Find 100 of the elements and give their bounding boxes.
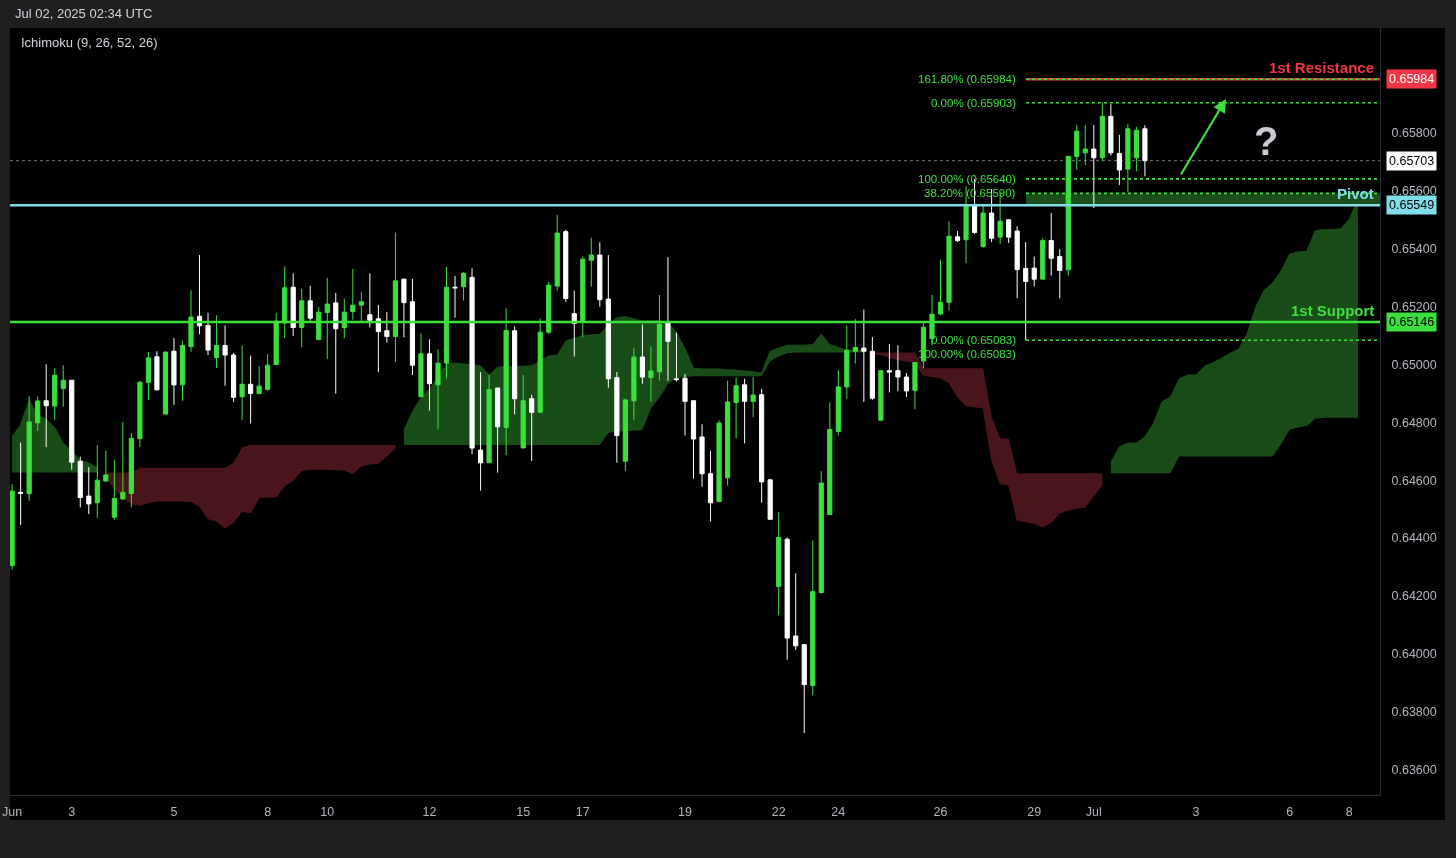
candlestick: [401, 278, 407, 338]
candlestick: [903, 372, 910, 398]
candlestick: [1074, 124, 1080, 171]
y-tick-label: 0.65200: [1391, 299, 1437, 314]
text: Jul 02, 2025 02:34 UTC: [15, 6, 153, 21]
candlestick: [171, 337, 177, 406]
candlestick: [179, 340, 186, 402]
candlestick: [1023, 241, 1029, 341]
candlestick: [1082, 124, 1088, 166]
candlestick: [912, 362, 918, 410]
candlestick: [827, 402, 833, 516]
candlestick: [18, 441, 24, 526]
y-tick-label: 0.65400: [1391, 241, 1437, 256]
annotation: Ichimoku (9, 26, 52, 26): [21, 35, 158, 50]
ref-line-label: 100.00% (0.65640): [918, 173, 1016, 185]
y-tick-label: 0.63600: [1391, 763, 1437, 778]
ref-line-label: 161.80% (0.65984): [918, 73, 1016, 85]
x-tick-label: 29: [1027, 805, 1042, 819]
ref-line-label: 0.00% (0.65903): [931, 97, 1017, 109]
candlestick: [290, 272, 296, 337]
candlestick: [963, 185, 969, 264]
candlestick: [1133, 126, 1139, 172]
candlestick: [1057, 248, 1063, 299]
candlestick: [52, 367, 58, 421]
candlestick: [196, 254, 203, 335]
ref-line-label: Pivot: [1337, 185, 1374, 202]
x-tick-label: 6: [1286, 805, 1294, 819]
candlestick: [554, 214, 560, 292]
candlestick: [1091, 124, 1097, 209]
y-tick-label: 0.64200: [1391, 589, 1437, 604]
candlestick: [307, 285, 313, 322]
candlestick: [265, 353, 271, 392]
candlestick: [69, 379, 75, 471]
candlestick: [1031, 256, 1037, 287]
x-tick-label: 22: [771, 805, 786, 819]
candlestick: [946, 220, 952, 311]
candlestick: [776, 511, 782, 616]
candlestick: [77, 456, 83, 508]
candlestick: [793, 572, 799, 651]
candlestick: [137, 380, 143, 448]
candlestick: [256, 365, 262, 395]
y-tick-label: 0.64000: [1391, 647, 1437, 662]
candlestick: [60, 364, 66, 408]
y-tick-label: 0.65000: [1391, 357, 1437, 372]
candlestick: [375, 304, 381, 373]
x-tick-label: 17: [575, 805, 590, 819]
candlestick: [333, 292, 339, 395]
y-tick-label: 0.65800: [1391, 125, 1437, 140]
candlestick: [1142, 124, 1148, 177]
x-tick-label: 3: [1192, 805, 1200, 819]
x-tick-label: 8: [1345, 805, 1353, 819]
candlestick: [878, 370, 884, 421]
candlestick: [43, 363, 49, 448]
candlestick: [937, 259, 944, 316]
candlestick: [10, 483, 15, 571]
ref-line-label: 1st Support: [1291, 302, 1375, 319]
candlestick: [103, 450, 109, 483]
ref-line-label: 1st Resistance: [1269, 59, 1375, 76]
ref-line-label: 0.00% (0.65083): [931, 334, 1017, 346]
candlestick: [128, 432, 134, 508]
x-tick-label: 8: [264, 805, 272, 819]
candlestick: [818, 470, 824, 595]
candlestick: [980, 203, 986, 249]
candlestick: [26, 395, 32, 502]
candlestick: [767, 478, 773, 520]
candlestick: [154, 350, 160, 392]
candlestick: [94, 444, 100, 519]
x-tick-label: 12: [422, 805, 437, 819]
candlestick: [145, 351, 151, 401]
x-tick-label: Jul: [1085, 805, 1102, 819]
candlestick: [1014, 225, 1020, 299]
candlestick: [205, 312, 211, 356]
x-tick-label: Jun: [2, 805, 23, 819]
x-tick-label: 24: [831, 805, 846, 819]
candlestick: [222, 324, 228, 387]
candlestick: [35, 395, 41, 432]
x-tick-label: 3: [68, 805, 76, 819]
candlestick: [707, 450, 714, 523]
x-tick-label: 19: [678, 805, 692, 819]
candlestick: [162, 350, 169, 415]
candlestick: [588, 237, 594, 288]
x-tick-label: 5: [170, 805, 178, 819]
candlestick: [716, 419, 722, 503]
candlestick: [1040, 237, 1046, 280]
candlestick: [810, 539, 816, 696]
y-tick-label: 0.65984: [1389, 72, 1435, 86]
candlestick: [452, 275, 458, 319]
x-tick-label: 10: [320, 805, 335, 819]
candlestick: [699, 423, 705, 488]
y-tick-label: 0.63800: [1391, 705, 1437, 720]
y-tick-label: 0.64400: [1391, 531, 1437, 546]
y-tick-label: 0.65600: [1391, 183, 1437, 198]
candlestick: [784, 537, 790, 661]
candlestick: [886, 343, 892, 393]
candlestick: [597, 241, 603, 308]
candlestick: [895, 344, 901, 392]
candlestick: [367, 272, 373, 328]
y-tick-label: 0.65146: [1389, 315, 1435, 329]
candlestick: [120, 421, 126, 501]
candlestick: [1006, 218, 1012, 244]
